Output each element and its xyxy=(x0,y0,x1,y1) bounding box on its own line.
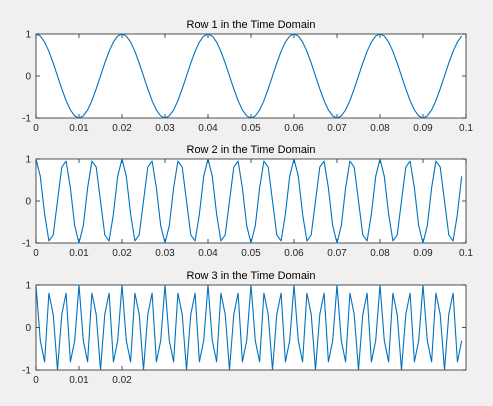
x-tick-label: 0.08 xyxy=(370,123,390,134)
y-tick-label: -1 xyxy=(22,239,31,250)
x-tick-label: 0.04 xyxy=(198,248,218,259)
plot-area xyxy=(35,33,467,119)
x-tick-label: 0.02 xyxy=(112,123,132,134)
x-tick-label: 0.02 xyxy=(112,248,132,259)
plot-area xyxy=(35,158,467,244)
y-tick-label: 1 xyxy=(25,155,31,166)
x-tick-label: 0.06 xyxy=(284,123,304,134)
y-tick-label: 1 xyxy=(25,30,31,41)
y-tick-label: 0 xyxy=(25,323,31,334)
x-tick-label: 0.07 xyxy=(327,123,347,134)
x-tick-label: 0 xyxy=(33,123,39,134)
x-tick-label: 0.02 xyxy=(112,375,132,386)
x-tick-label: 0 xyxy=(33,375,39,386)
series-line xyxy=(35,158,463,244)
plot-area xyxy=(35,284,467,371)
x-tick-label: 0.03 xyxy=(155,123,175,134)
x-tick-label: 0.04 xyxy=(198,123,218,134)
x-tick-label: 0.05 xyxy=(241,123,261,134)
y-tick-label: 0 xyxy=(25,197,31,208)
series-line xyxy=(35,33,463,119)
x-tick-label: 0.09 xyxy=(413,123,433,134)
x-tick-label: 0.01 xyxy=(69,123,89,134)
x-tick-label: 0.01 xyxy=(69,375,89,386)
x-tick-label: 0.03 xyxy=(155,248,175,259)
x-tick-label: 0.1 xyxy=(459,248,473,259)
chart-title: Row 2 in the Time Domain xyxy=(187,144,316,156)
x-tick-label: 0.08 xyxy=(370,248,390,259)
chart-title: Row 1 in the Time Domain xyxy=(187,19,316,31)
x-tick-label: 0.1 xyxy=(459,123,473,134)
x-tick-label: 0.07 xyxy=(327,248,347,259)
y-tick-label: -1 xyxy=(22,366,31,377)
x-tick-label: 0 xyxy=(33,248,39,259)
y-tick-label: 1 xyxy=(25,281,31,292)
y-tick-label: -1 xyxy=(22,114,31,125)
x-tick-label: 0.06 xyxy=(284,248,304,259)
chart-title: Row 3 in the Time Domain xyxy=(187,270,316,282)
x-tick-label: 0.09 xyxy=(413,248,433,259)
y-tick-label: 0 xyxy=(25,72,31,83)
x-tick-label: 0.01 xyxy=(69,248,89,259)
subplot-2: Row 2 in the Time Domain 0 0.01 0.02 0.03 0.0… xyxy=(22,144,473,259)
subplot-1: Row 1 in the Time Domain 0 0.01 0.02 0.03 0.0… xyxy=(22,19,473,134)
series-line xyxy=(35,284,463,371)
x-tick-label: 0.05 xyxy=(241,248,261,259)
